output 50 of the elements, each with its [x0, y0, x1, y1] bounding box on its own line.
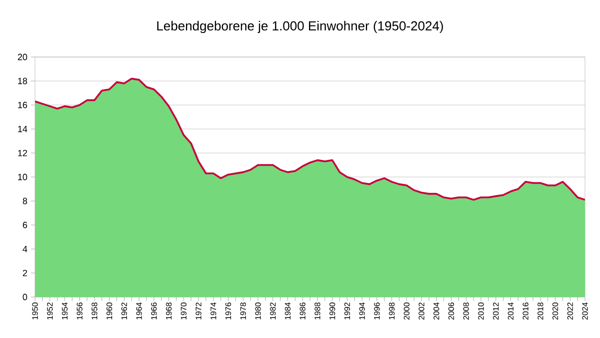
- x-tick-label: 1966: [151, 302, 157, 320]
- x-tick-label: 1994: [359, 302, 365, 320]
- x-tick-label: 1950: [32, 302, 38, 320]
- x-tick-label: 1958: [92, 302, 98, 320]
- x-tick-label: 1996: [374, 302, 380, 320]
- y-tick-label: 0: [22, 294, 28, 300]
- y-tick-label: 10: [18, 174, 28, 180]
- x-tick-label: 1980: [255, 302, 261, 320]
- y-tick-label: 8: [22, 198, 28, 204]
- x-tick-label: 1960: [106, 302, 112, 320]
- x-tick-label: 1986: [300, 302, 306, 320]
- y-tick-label: 16: [18, 102, 28, 108]
- x-tick-label: 2022: [567, 302, 573, 320]
- x-tick-label: 1988: [314, 302, 320, 320]
- x-tick-label: 2000: [404, 302, 410, 320]
- x-tick-label: 1998: [388, 302, 395, 320]
- x-tick-label: 2012: [492, 302, 499, 320]
- x-tick-label: 2018: [538, 302, 544, 320]
- x-tick-label: 2006: [448, 302, 454, 320]
- x-tick-label: 1978: [240, 302, 246, 320]
- y-tick-label: 6: [22, 222, 28, 228]
- x-tick-label: 1990: [329, 302, 336, 320]
- x-tick-label: 1976: [225, 302, 232, 320]
- y-tick-label: 2: [22, 270, 28, 276]
- x-tick-label: 1974: [210, 302, 216, 320]
- x-tick-label: 2004: [434, 302, 440, 320]
- x-tick-label: 1956: [76, 302, 82, 320]
- y-tick-label: 4: [22, 246, 28, 252]
- y-tick-label: 12: [18, 150, 28, 156]
- x-tick-label: 2024: [582, 302, 588, 320]
- x-tick-label: 1970: [180, 302, 186, 320]
- x-tick-label: 1962: [121, 302, 128, 320]
- y-tick-label: 20: [18, 54, 28, 60]
- x-tick-label: 2010: [478, 302, 484, 320]
- x-tick-label: 1982: [270, 302, 276, 320]
- x-tick-label: 2020: [552, 302, 558, 320]
- x-tick-label: 1968: [166, 302, 172, 320]
- x-tick-label: 1964: [136, 302, 142, 320]
- x-tick-label: 2008: [463, 302, 469, 320]
- y-tick-label: 14: [18, 126, 28, 132]
- x-tick-label: 1992: [344, 302, 350, 320]
- y-tick-label: 18: [18, 78, 28, 84]
- x-tick-label: 2014: [508, 302, 514, 320]
- x-tick-label: 1954: [62, 302, 68, 320]
- x-tick-label: 1984: [284, 302, 291, 320]
- x-tick-label: 2002: [418, 302, 424, 320]
- x-tick-label: 1972: [196, 302, 202, 320]
- chart-title: Lebendgeborene je 1.000 Einwohner (1950-2024): [157, 20, 443, 34]
- x-tick-label: 1952: [47, 302, 53, 320]
- x-tick-label: 2016: [522, 302, 528, 320]
